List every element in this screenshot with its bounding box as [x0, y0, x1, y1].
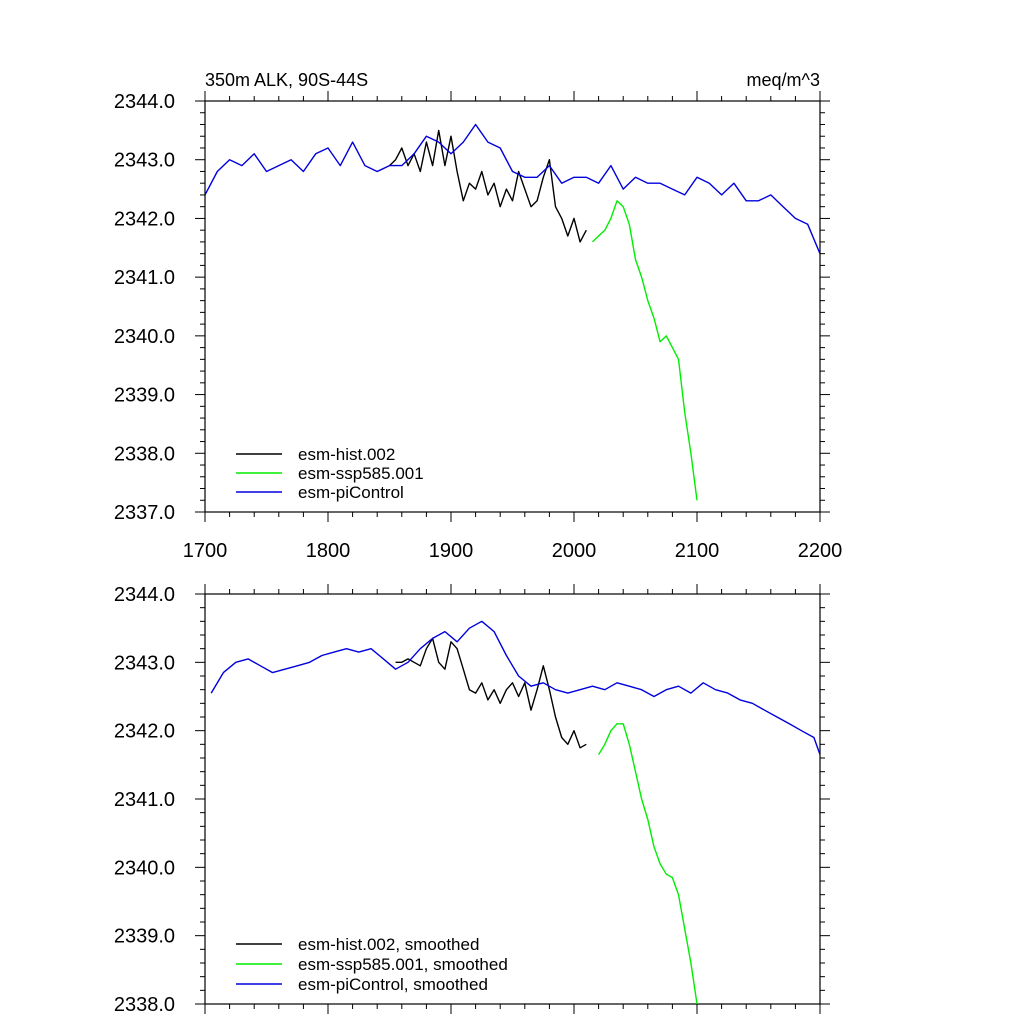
- x-tick-label: 1800: [306, 540, 351, 562]
- legend-label: esm-piControl, smoothed: [298, 975, 488, 994]
- series-line-esm-picontrol-smoothed: [210, 620, 820, 755]
- y-tick-label: 2344.0: [114, 91, 175, 113]
- y-tick-label: 2338.0: [114, 994, 175, 1016]
- legend-label: esm-ssp585.001: [298, 464, 424, 483]
- y-tick-label: 2340.0: [114, 326, 175, 348]
- series-line-esm-hist-002: [389, 129, 587, 243]
- units-label: meq/m^3: [747, 70, 820, 90]
- chart-title: 350m ALK, 90S-44S: [205, 70, 368, 90]
- y-tick-label: 2343.0: [114, 150, 175, 172]
- legend-label: esm-hist.002, smoothed: [298, 935, 479, 954]
- y-tick-label: 2342.0: [114, 208, 175, 230]
- chart-panel-1: 2337.0 2338.0 2339.0 2340.0 2341.0 2342.0 2343…: [114, 70, 842, 562]
- y-tick-label: 2339.0: [114, 385, 175, 407]
- series-line-esm-ssp585-001: [592, 200, 698, 501]
- legend-label: esm-hist.002: [298, 445, 395, 464]
- y-tick-label: 2338.0: [114, 443, 175, 465]
- series-line-esm-picontrol: [205, 123, 820, 254]
- legend-label: esm-piControl: [298, 483, 404, 502]
- y-tick-label: 2342.0: [114, 721, 175, 743]
- plot-frame: [204, 100, 821, 513]
- y-tick-label: 2341.0: [114, 789, 175, 811]
- x-tick-label: 1700: [183, 540, 228, 562]
- chart-panel-2: 2338.0 2339.0 2340.0 2341.0 2342.0 2343.0 2344…: [114, 584, 830, 1016]
- x-tick-label: 2000: [552, 540, 597, 562]
- x-tick-label: 1900: [429, 540, 474, 562]
- series-line-esm-ssp585-001-smoothed: [598, 723, 698, 1004]
- y-tick-label: 2340.0: [114, 857, 175, 879]
- y-tick-label: 2337.0: [114, 502, 175, 524]
- series-line-esm-hist-002-smoothed: [395, 637, 587, 749]
- y-tick-label: 2343.0: [114, 652, 175, 674]
- y-tick-label: 2339.0: [114, 926, 175, 948]
- y-tick-label: 2341.0: [114, 267, 175, 289]
- x-tick-label: 2200: [798, 540, 843, 562]
- y-tick-label: 2344.0: [114, 584, 175, 606]
- x-tick-label: 2100: [675, 540, 720, 562]
- legend-label: esm-ssp585.001, smoothed: [298, 955, 508, 974]
